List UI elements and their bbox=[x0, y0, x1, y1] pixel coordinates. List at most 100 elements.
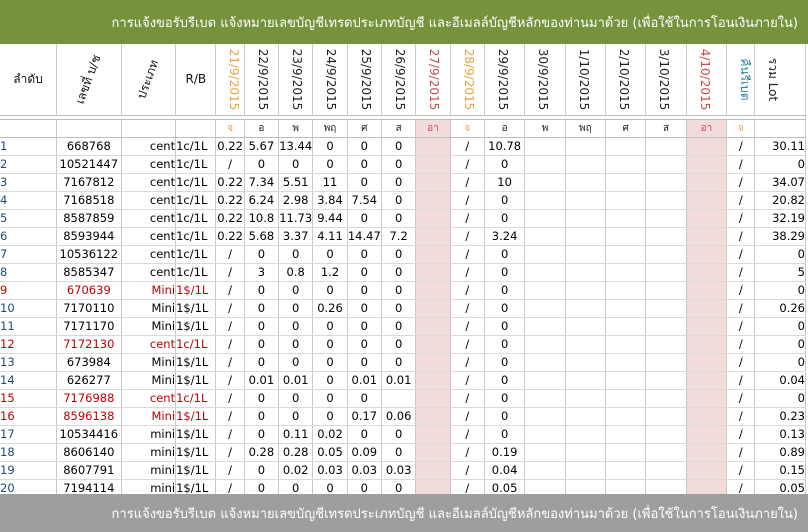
value-cell[interactable] bbox=[605, 389, 647, 408]
rb-cell[interactable]: 1c/1L bbox=[175, 389, 217, 408]
value-cell[interactable]: / bbox=[215, 317, 245, 336]
type-cell[interactable]: Mini bbox=[121, 407, 177, 426]
value-cell[interactable] bbox=[415, 137, 451, 156]
value-cell[interactable]: 9.44 bbox=[312, 209, 348, 228]
rb-cell[interactable]: 1c/1L bbox=[175, 209, 217, 228]
value-cell[interactable]: 0 bbox=[312, 155, 348, 174]
value-cell[interactable]: / bbox=[450, 281, 485, 300]
value-cell[interactable]: 0 bbox=[347, 209, 382, 228]
value-cell[interactable]: 0 bbox=[484, 353, 526, 372]
account-cell[interactable]: 670639 bbox=[56, 281, 122, 300]
value-cell[interactable] bbox=[645, 227, 687, 246]
value-cell[interactable]: 4.11 bbox=[312, 227, 348, 246]
value-cell[interactable]: 0 bbox=[312, 137, 348, 156]
value-cell[interactable]: 0 bbox=[278, 155, 314, 174]
row-index-cell[interactable]: 10 bbox=[0, 299, 58, 318]
value-cell[interactable]: / bbox=[450, 245, 485, 264]
total-cell[interactable]: 0 bbox=[754, 353, 806, 372]
row-index-cell[interactable]: 3 bbox=[0, 173, 58, 192]
value-cell[interactable]: 0 bbox=[312, 335, 348, 354]
value-cell[interactable] bbox=[686, 281, 728, 300]
value-cell[interactable]: 0 bbox=[278, 317, 314, 336]
rb-cell[interactable]: 1c/1L bbox=[175, 191, 217, 210]
row-index-cell[interactable]: 12 bbox=[0, 335, 58, 354]
value-cell[interactable] bbox=[686, 209, 728, 228]
value-cell[interactable]: 0 bbox=[278, 389, 314, 408]
value-cell[interactable]: / bbox=[450, 317, 485, 336]
value-cell[interactable] bbox=[686, 335, 728, 354]
value-cell[interactable] bbox=[686, 353, 728, 372]
value-cell[interactable]: 0 bbox=[244, 461, 280, 480]
value-cell[interactable] bbox=[605, 461, 647, 480]
rb-cell[interactable]: 1$/1L bbox=[175, 461, 217, 480]
value-cell[interactable] bbox=[524, 443, 566, 462]
total-cell[interactable]: 38.29 bbox=[754, 227, 806, 246]
value-cell[interactable] bbox=[415, 353, 451, 372]
value-cell[interactable]: / bbox=[215, 353, 245, 372]
total-cell[interactable]: 0 bbox=[754, 245, 806, 264]
value-cell[interactable] bbox=[645, 461, 687, 480]
value-cell[interactable]: / bbox=[215, 443, 245, 462]
rb-cell[interactable]: 1c/1L bbox=[175, 155, 217, 174]
value-cell[interactable]: 0 bbox=[312, 389, 348, 408]
value-cell[interactable]: / bbox=[215, 389, 245, 408]
value-cell[interactable] bbox=[565, 461, 607, 480]
value-cell[interactable]: / bbox=[726, 389, 756, 408]
value-cell[interactable] bbox=[605, 335, 647, 354]
value-cell[interactable] bbox=[524, 299, 566, 318]
value-cell[interactable] bbox=[605, 425, 647, 444]
account-cell[interactable]: 8607791 bbox=[56, 461, 122, 480]
value-cell[interactable]: / bbox=[726, 335, 756, 354]
value-cell[interactable] bbox=[645, 137, 687, 156]
value-cell[interactable]: 0 bbox=[244, 425, 280, 444]
value-cell[interactable]: 10.8 bbox=[244, 209, 280, 228]
total-cell[interactable]: 5 bbox=[754, 263, 806, 282]
row-index-cell[interactable]: 17 bbox=[0, 425, 58, 444]
value-cell[interactable] bbox=[415, 227, 451, 246]
account-cell[interactable]: 626277 bbox=[56, 371, 122, 390]
value-cell[interactable] bbox=[645, 371, 687, 390]
value-cell[interactable] bbox=[605, 227, 647, 246]
value-cell[interactable]: 0.02 bbox=[278, 461, 314, 480]
total-cell[interactable]: 32.19 bbox=[754, 209, 806, 228]
value-cell[interactable] bbox=[415, 443, 451, 462]
account-cell[interactable]: 8606140 bbox=[56, 443, 122, 462]
value-cell[interactable]: 0 bbox=[381, 263, 417, 282]
value-cell[interactable] bbox=[605, 209, 647, 228]
value-cell[interactable] bbox=[686, 443, 728, 462]
value-cell[interactable]: 0.22 bbox=[215, 209, 245, 228]
total-cell[interactable]: 0.23 bbox=[754, 407, 806, 426]
value-cell[interactable] bbox=[645, 407, 687, 426]
value-cell[interactable]: 0 bbox=[244, 407, 280, 426]
value-cell[interactable] bbox=[524, 317, 566, 336]
value-cell[interactable] bbox=[565, 227, 607, 246]
value-cell[interactable]: / bbox=[450, 173, 485, 192]
row-index-cell[interactable]: 16 bbox=[0, 407, 58, 426]
value-cell[interactable]: 11.73 bbox=[278, 209, 314, 228]
value-cell[interactable] bbox=[645, 389, 687, 408]
type-cell[interactable]: Mini bbox=[121, 281, 177, 300]
value-cell[interactable] bbox=[645, 317, 687, 336]
value-cell[interactable]: 0 bbox=[312, 353, 348, 372]
value-cell[interactable]: 0 bbox=[312, 371, 348, 390]
value-cell[interactable]: 0 bbox=[484, 389, 526, 408]
value-cell[interactable]: 3.37 bbox=[278, 227, 314, 246]
value-cell[interactable]: 0.11 bbox=[278, 425, 314, 444]
value-cell[interactable] bbox=[645, 425, 687, 444]
value-cell[interactable] bbox=[645, 191, 687, 210]
value-cell[interactable]: / bbox=[450, 227, 485, 246]
value-cell[interactable] bbox=[415, 371, 451, 390]
value-cell[interactable] bbox=[605, 353, 647, 372]
rb-cell[interactable]: 1$/1L bbox=[175, 353, 217, 372]
value-cell[interactable]: 6.24 bbox=[244, 191, 280, 210]
value-cell[interactable]: 0.02 bbox=[312, 425, 348, 444]
value-cell[interactable] bbox=[645, 281, 687, 300]
value-cell[interactable] bbox=[686, 371, 728, 390]
value-cell[interactable]: / bbox=[726, 407, 756, 426]
total-cell[interactable]: 0.13 bbox=[754, 425, 806, 444]
value-cell[interactable] bbox=[524, 173, 566, 192]
row-index-cell[interactable]: 8 bbox=[0, 263, 58, 282]
rb-cell[interactable]: 1$/1L bbox=[175, 443, 217, 462]
row-index-cell[interactable]: 6 bbox=[0, 227, 58, 246]
value-cell[interactable]: 0 bbox=[278, 353, 314, 372]
